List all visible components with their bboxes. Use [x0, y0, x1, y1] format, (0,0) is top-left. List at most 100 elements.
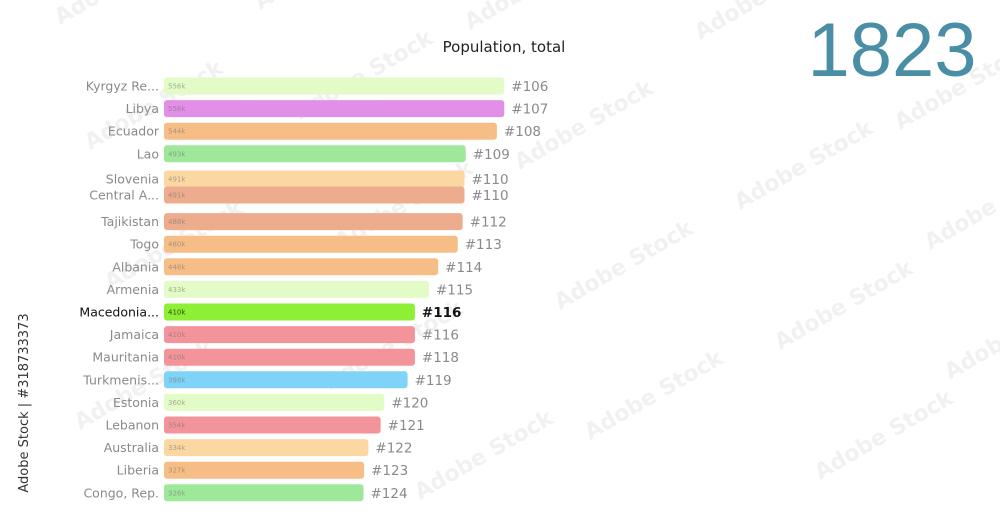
bar-row: Libya 556k #107 [126, 100, 548, 118]
value-label: 556k [168, 105, 186, 113]
value-label: 410k [168, 331, 186, 339]
country-label: Armenia [107, 282, 159, 297]
rank-label: #112 [470, 215, 507, 231]
bar [164, 371, 408, 389]
rank-label: #124 [371, 486, 408, 502]
bar-row: Australia 334k #122 [104, 439, 413, 457]
watermark-text: Adobe Stock [581, 345, 729, 445]
watermark-text: Adobe Stock [251, 0, 399, 15]
side-credit-text: Adobe Stock | #318733373 [17, 313, 32, 492]
country-label: Tajikistan [100, 214, 159, 229]
rank-label: #110 [471, 172, 508, 188]
bar-row: Ecuador 544k #108 [108, 122, 541, 140]
bar [164, 145, 466, 163]
bar [164, 303, 415, 321]
country-label: Libya [126, 101, 159, 116]
country-label: Macedonia... [79, 305, 159, 320]
watermark-text: Adobe Stock [811, 385, 959, 485]
bar [164, 213, 463, 231]
rank-label: #108 [504, 124, 541, 140]
watermark-text: Adobe Stock [941, 285, 1000, 385]
bar-row: Tajikistan 488k #112 [100, 213, 507, 231]
value-label: 354k [168, 422, 186, 430]
bar-row: Lao 493k #109 [137, 145, 510, 163]
country-label: Slovenia [106, 172, 159, 187]
value-label: 488k [168, 218, 186, 226]
bar [164, 439, 369, 457]
bar-row: Slovenia 491k #110 [106, 170, 509, 188]
rank-label: #114 [445, 260, 482, 276]
rank-label: #115 [436, 282, 473, 298]
rank-label: #116 [422, 328, 459, 344]
bar-row: Albania 448k #114 [112, 258, 482, 276]
bar [164, 393, 385, 411]
value-label: 491k [168, 192, 186, 200]
watermark-text: Adobe Stock [411, 405, 559, 505]
country-label: Australia [104, 440, 159, 455]
bar [164, 416, 381, 434]
value-label: 326k [168, 489, 186, 497]
country-label: Kyrgyz Re... [86, 79, 159, 94]
watermark-text: Adobe Stock [771, 255, 919, 355]
bar [164, 280, 429, 298]
country-label: Mauritania [92, 350, 159, 365]
country-label: Turkmenis... [82, 372, 159, 387]
chart-title: Population, total [443, 38, 566, 56]
value-label: 480k [168, 241, 186, 249]
rank-label: #120 [391, 395, 428, 411]
bar [164, 170, 465, 188]
country-label: Lao [137, 146, 159, 161]
bar [164, 77, 505, 95]
bar-row: Congo, Rep. 326k #124 [83, 484, 408, 502]
country-label: Estonia [113, 395, 159, 410]
rank-label: #109 [473, 147, 510, 163]
rank-label: #121 [388, 418, 425, 434]
bar [164, 258, 439, 276]
value-label: 493k [168, 150, 186, 158]
country-label: Lebanon [105, 418, 159, 433]
value-label: 327k [168, 467, 186, 475]
bar-row: Jamaica 410k #116 [109, 326, 459, 344]
rank-label: #122 [375, 441, 412, 457]
value-label: 556k [168, 83, 186, 91]
bar [164, 122, 497, 140]
watermark-text: Adobe Stock [551, 215, 699, 315]
value-label: 433k [168, 286, 186, 294]
country-label: Central A... [89, 188, 159, 203]
rank-label: #106 [511, 79, 548, 95]
bar-row: Turkmenis... 398k #119 [82, 371, 452, 389]
value-label: 410k [168, 354, 186, 362]
rank-label: #118 [422, 350, 459, 366]
bar [164, 235, 458, 253]
rank-label: #116 [422, 305, 462, 321]
bar-row: Kyrgyz Re... 556k #106 [86, 77, 548, 95]
value-label: 491k [168, 176, 186, 184]
bar-row: Estonia 360k #120 [113, 393, 428, 411]
bar [164, 100, 505, 118]
bar-row: Armenia 433k #115 [107, 280, 473, 298]
bar-row: Mauritania 410k #118 [92, 348, 459, 366]
country-label: Congo, Rep. [83, 485, 159, 500]
bar-row: Lebanon 354k #121 [105, 416, 425, 434]
country-label: Ecuador [108, 124, 160, 139]
country-label: Liberia [117, 463, 159, 478]
bar-rows: Kyrgyz Re... 556k #106 Libya 556k #107 Ecuador… [79, 77, 548, 502]
country-label: Albania [112, 259, 159, 274]
rank-label: #119 [415, 373, 452, 389]
year-label: 1823 [807, 8, 976, 93]
country-label: Jamaica [109, 327, 159, 342]
bar-row: Liberia 327k #123 [117, 461, 408, 479]
bar [164, 186, 465, 204]
value-label: 410k [168, 309, 186, 317]
watermark-text: Adobe Stock [921, 155, 1000, 255]
value-label: 448k [168, 263, 186, 271]
rank-label: #123 [371, 463, 408, 479]
bar [164, 484, 364, 502]
country-label: Togo [129, 237, 159, 252]
watermark-text: Adobe Stock [731, 115, 879, 215]
bar-row: Macedonia... 410k #116 [79, 303, 462, 321]
value-label: 334k [168, 444, 186, 452]
rank-label: #107 [511, 102, 548, 118]
bar [164, 326, 415, 344]
